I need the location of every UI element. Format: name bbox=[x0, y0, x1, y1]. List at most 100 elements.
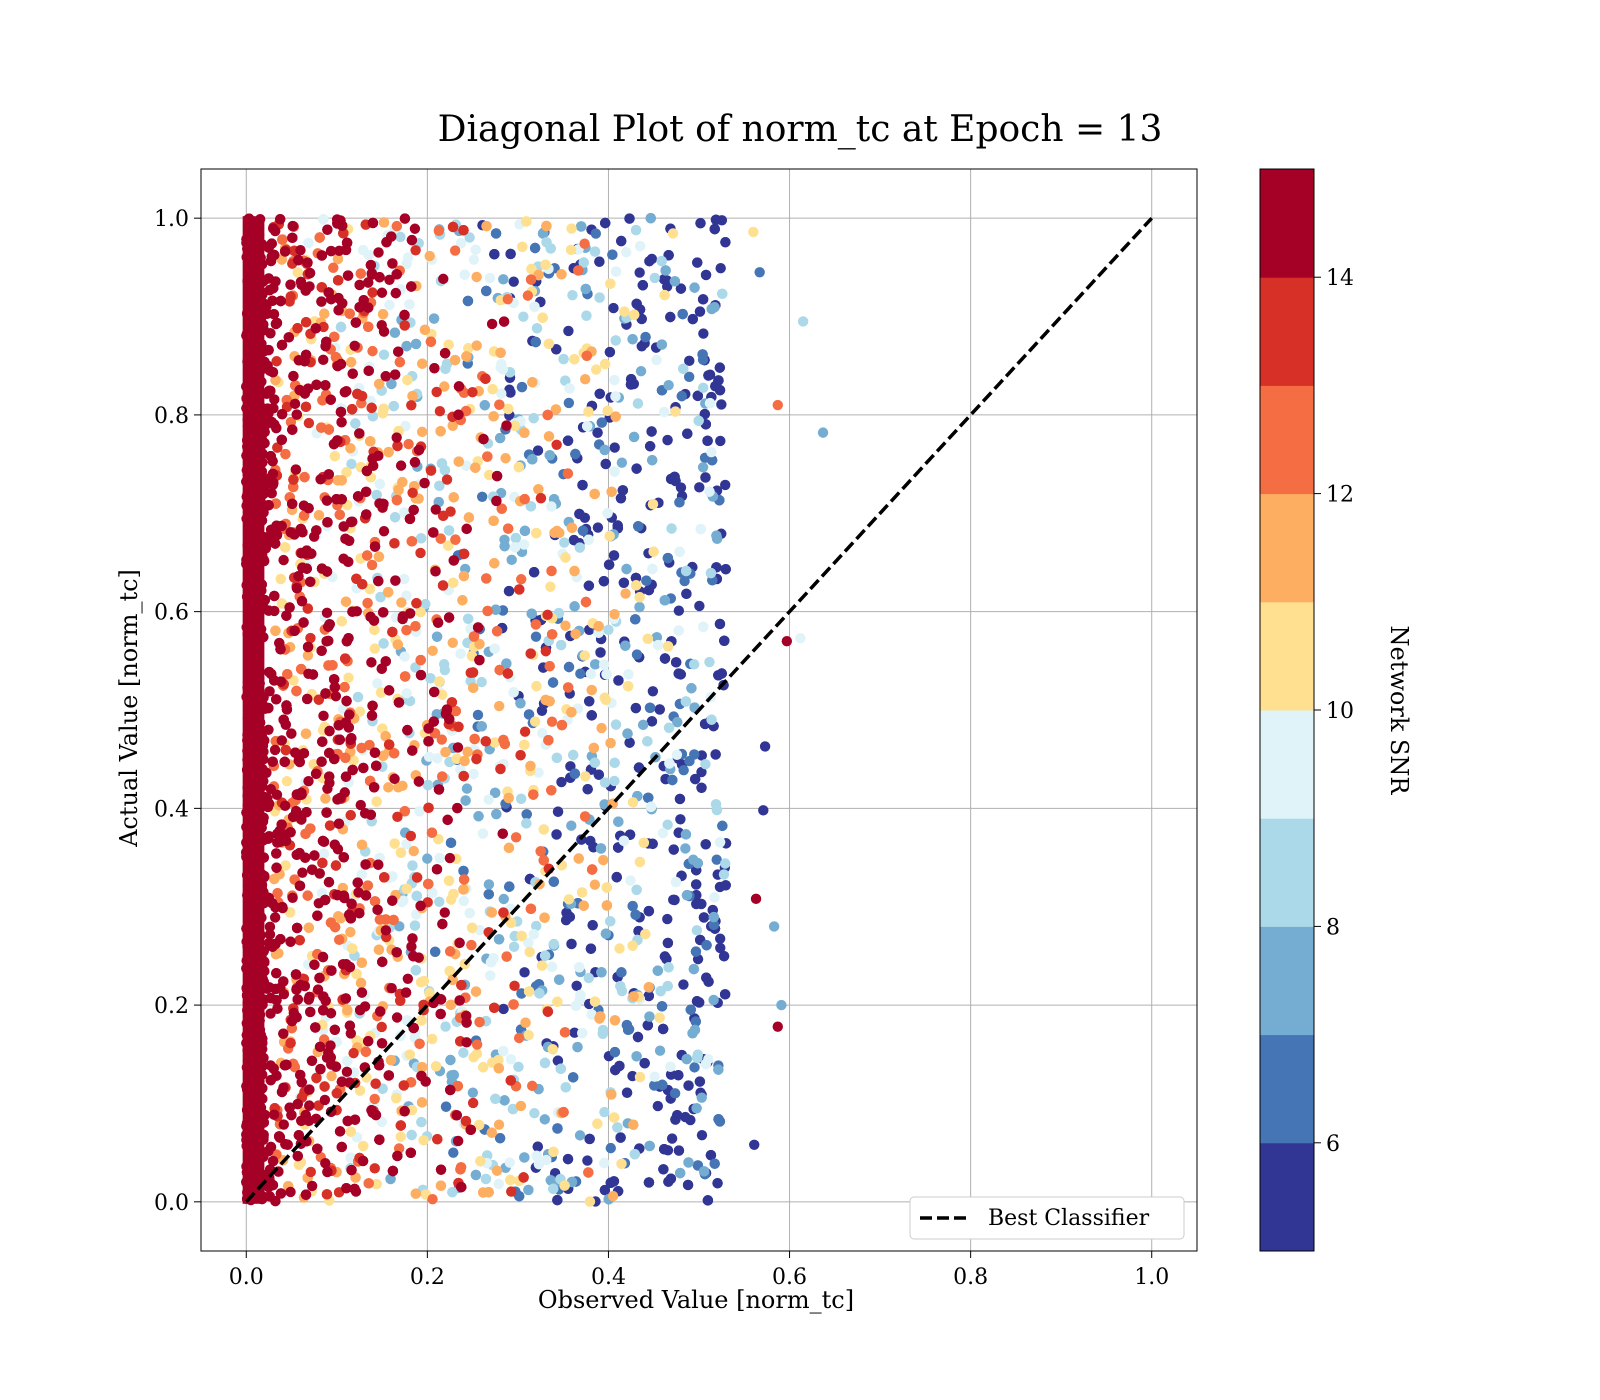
scatter-point bbox=[411, 890, 422, 902]
scatter-point bbox=[489, 737, 500, 748]
scatter-point bbox=[590, 228, 602, 239]
scatter-point bbox=[678, 979, 689, 990]
scatter-point bbox=[617, 485, 629, 496]
scatter-point bbox=[513, 1061, 524, 1073]
scatter-point bbox=[672, 716, 683, 728]
scatter-point bbox=[583, 1167, 594, 1178]
scatter-point bbox=[692, 390, 703, 402]
scatter-point bbox=[415, 977, 427, 988]
scatter-point bbox=[410, 1188, 422, 1199]
scatter-point bbox=[406, 281, 417, 292]
scatter-point bbox=[594, 388, 605, 399]
scatter-point bbox=[625, 379, 637, 390]
scatter-point bbox=[689, 282, 700, 293]
scatter-point bbox=[510, 532, 521, 544]
scatter-point bbox=[566, 223, 577, 234]
scatter-point bbox=[447, 1186, 458, 1198]
scatter-point bbox=[674, 497, 685, 508]
scatter-point bbox=[676, 390, 687, 402]
scatter-point bbox=[525, 903, 537, 915]
scatter-point bbox=[357, 579, 368, 590]
scatter-point bbox=[552, 1055, 564, 1066]
scatter-point bbox=[340, 993, 352, 1004]
scatter-point bbox=[428, 313, 440, 324]
scatter-point bbox=[328, 262, 339, 273]
scatter-point bbox=[600, 458, 611, 470]
scatter-point bbox=[480, 1173, 492, 1185]
scatter-point bbox=[589, 996, 601, 1007]
scatter-point bbox=[346, 404, 358, 415]
scatter-point bbox=[719, 635, 730, 646]
scatter-point bbox=[334, 509, 345, 520]
scatter-point bbox=[356, 839, 368, 851]
scatter-point bbox=[570, 628, 581, 640]
scatter-point bbox=[383, 739, 395, 750]
scatter-point bbox=[458, 770, 469, 782]
scatter-point bbox=[431, 631, 443, 642]
scatter-point bbox=[509, 420, 521, 431]
scatter-point bbox=[586, 864, 598, 875]
scatter-point bbox=[641, 575, 652, 586]
scatter-point bbox=[543, 338, 555, 349]
scatter-point bbox=[586, 1009, 598, 1020]
scatter-point bbox=[454, 995, 465, 1006]
scatter-point bbox=[749, 1139, 760, 1150]
scatter-point bbox=[536, 728, 548, 739]
scatter-point bbox=[431, 386, 442, 398]
scatter-point bbox=[340, 596, 352, 607]
scatter-point bbox=[675, 283, 687, 294]
scatter-point bbox=[523, 937, 534, 949]
scatter-point bbox=[656, 255, 667, 267]
scatter-point bbox=[378, 349, 390, 360]
scatter-point bbox=[569, 565, 580, 577]
scatter-point bbox=[302, 890, 313, 901]
scatter-point bbox=[669, 276, 681, 287]
scatter-point bbox=[534, 988, 545, 999]
scatter-point bbox=[759, 741, 771, 752]
scatter-point bbox=[424, 988, 435, 999]
scatter-point bbox=[435, 533, 446, 544]
scatter-point bbox=[539, 1114, 550, 1125]
scatter-point bbox=[634, 240, 646, 252]
scatter-point bbox=[436, 734, 448, 745]
scatter-point bbox=[499, 1095, 510, 1106]
scatter-point bbox=[420, 598, 431, 610]
scatter-point bbox=[530, 631, 542, 642]
scatter-point bbox=[276, 254, 288, 265]
scatter-point bbox=[502, 668, 514, 679]
scatter-point bbox=[708, 919, 720, 931]
scatter-point bbox=[657, 827, 669, 839]
scatter-point bbox=[697, 462, 709, 473]
scatter-point bbox=[548, 876, 560, 887]
scatter-point bbox=[551, 439, 562, 450]
scatter-point bbox=[445, 837, 457, 849]
scatter-point bbox=[620, 640, 631, 651]
scatter-point bbox=[711, 530, 722, 541]
scatter-point bbox=[630, 614, 641, 625]
scatter-point bbox=[269, 873, 280, 885]
scatter-point bbox=[628, 431, 640, 443]
scatter-point bbox=[706, 303, 717, 315]
scatter-point bbox=[276, 598, 288, 609]
scatter-point bbox=[265, 1141, 277, 1153]
scatter-point bbox=[457, 595, 468, 606]
scatter-point bbox=[542, 409, 553, 421]
scatter-point bbox=[346, 458, 357, 470]
scatter-point bbox=[498, 893, 509, 905]
scatter-point bbox=[515, 1100, 527, 1112]
scatter-point bbox=[683, 1157, 694, 1168]
scatter-point bbox=[437, 580, 449, 591]
scatter-point bbox=[543, 431, 555, 442]
scatter-point bbox=[663, 962, 674, 973]
scatter-point bbox=[678, 764, 689, 776]
scatter-point bbox=[377, 750, 389, 762]
scatter-point bbox=[532, 445, 544, 456]
scatter-point bbox=[580, 283, 591, 295]
scatter-point bbox=[453, 409, 464, 420]
scatter-point bbox=[500, 453, 511, 464]
scatter-point bbox=[396, 597, 407, 608]
scatter-point bbox=[505, 1174, 516, 1186]
scatter-point bbox=[378, 638, 389, 649]
scatter-point bbox=[467, 1087, 479, 1098]
scatter-point bbox=[458, 874, 470, 885]
